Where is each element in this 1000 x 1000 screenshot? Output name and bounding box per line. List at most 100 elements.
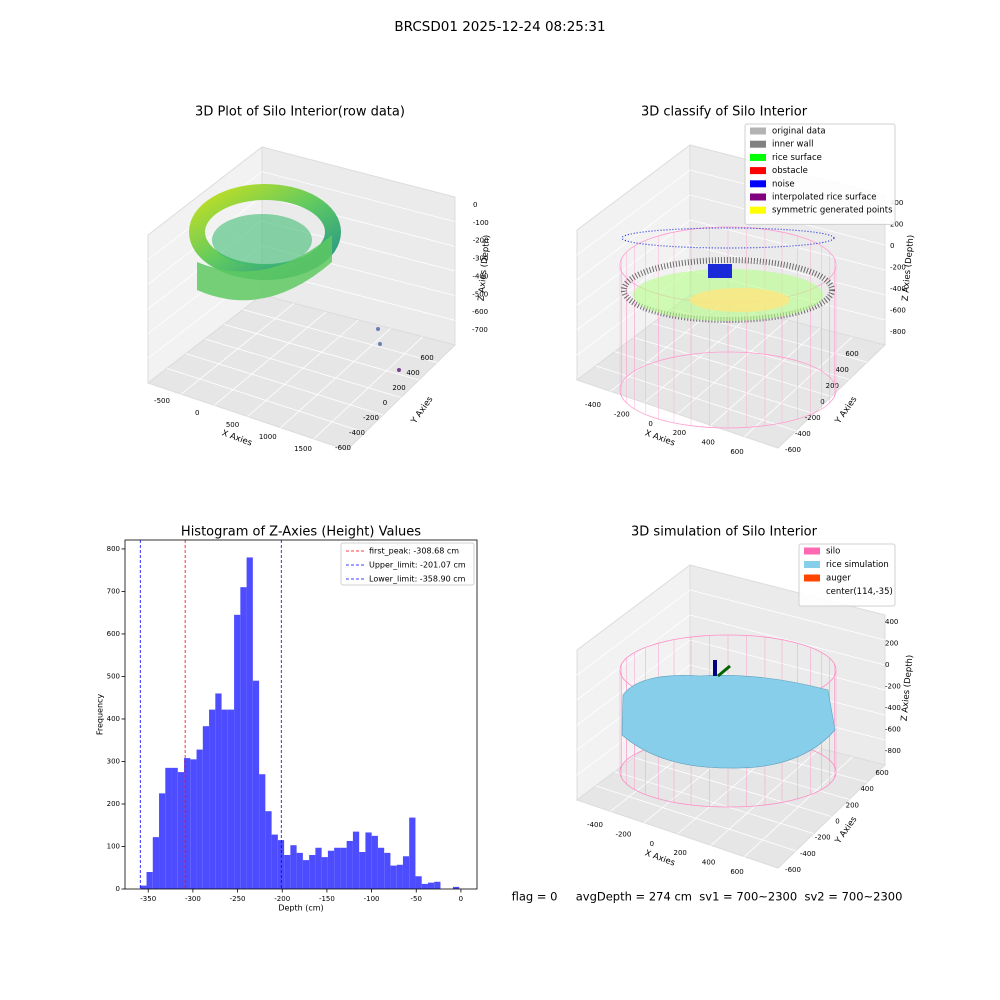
- y-tick-label: 0: [820, 398, 824, 406]
- legend-label: rice surface: [772, 153, 822, 163]
- panel-title: 3D classify of Silo Interior: [641, 105, 808, 120]
- figure-title: BRCSD01 2025-12-24 08:25:31: [394, 19, 605, 35]
- y-tick-label: -600: [335, 444, 351, 452]
- x-tick-label: -500: [154, 397, 170, 405]
- z-tick-label: -800: [890, 328, 906, 336]
- y-tick-label: -200: [805, 414, 821, 422]
- legend-label: auger: [826, 574, 851, 584]
- y-tick-label: -600: [785, 866, 801, 874]
- legend-swatch: [750, 153, 766, 161]
- histogram-bar: [421, 883, 428, 889]
- histogram-bar: [165, 767, 172, 889]
- histogram-bar: [240, 587, 247, 889]
- histogram-bar: [159, 793, 166, 889]
- point-cloud: [621, 227, 835, 249]
- z-tick-label: -100: [473, 219, 489, 227]
- y-tick-label: 600: [107, 630, 120, 638]
- x-tick-label: 200: [673, 429, 686, 437]
- z-tick-label: -600: [472, 308, 488, 316]
- histogram-bar: [452, 886, 460, 889]
- y-tick-label: 400: [860, 785, 873, 793]
- y-tick-label: 600: [875, 769, 888, 777]
- histogram-bar: [177, 772, 185, 889]
- histogram-bar: [396, 864, 403, 889]
- outlier-point: [397, 368, 401, 372]
- z-tick-label: -500: [472, 290, 488, 298]
- histogram-bar: [390, 865, 397, 889]
- legend-box: [798, 543, 896, 607]
- y-tick-label: -400: [795, 430, 811, 438]
- legend-swatch: [750, 140, 766, 148]
- x-tick-label: -250: [230, 895, 246, 903]
- legend-label: interpolated rice surface: [772, 193, 877, 203]
- auger: [717, 664, 731, 678]
- legend-swatch: [804, 574, 820, 582]
- y-tick-label: 600: [845, 350, 858, 358]
- y-tick-label: -200: [815, 834, 831, 842]
- y-tick-label: 400: [406, 369, 419, 377]
- x-tick-label: 400: [702, 439, 715, 447]
- legend-swatch: [804, 547, 820, 555]
- point-cloud: [690, 288, 790, 312]
- histogram-bar: [334, 847, 341, 889]
- legend-label: center(114,-35): [826, 587, 893, 597]
- histogram-bar: [402, 856, 410, 889]
- x-tick-label: 1500: [294, 445, 312, 453]
- histogram-bar: [271, 834, 278, 889]
- pane-grid: [576, 219, 886, 306]
- z-tick-label: -600: [885, 726, 901, 734]
- z-tick-label: -400: [472, 272, 488, 280]
- legend-box: [744, 123, 896, 225]
- z-tick-label: -800: [885, 747, 901, 755]
- legend-swatch: [750, 206, 766, 214]
- histogram-bar: [221, 709, 228, 889]
- z-tick-label: 200: [885, 640, 898, 648]
- z-tick-label: -400: [885, 704, 901, 712]
- histogram-bar: [377, 847, 385, 889]
- y-tick-label: 300: [107, 757, 120, 765]
- y-tick-label: 0: [383, 399, 387, 407]
- x-tick-label: 0: [195, 409, 199, 417]
- z-tick-label: -300: [473, 255, 489, 263]
- x-tick-label: -200: [615, 830, 631, 838]
- y-tick-label: 500: [107, 672, 120, 680]
- legend-label: first_peak: -308.68 cm: [369, 547, 459, 556]
- x-tick-label: -200: [614, 410, 630, 418]
- y-tick-label: 200: [107, 800, 120, 808]
- y-tick-label: 0: [116, 885, 120, 893]
- z-tick-label: 200: [890, 221, 903, 229]
- pane-grid: [576, 639, 886, 726]
- y-axis-label: Frequency: [96, 694, 105, 736]
- x-axis-label: Depth (cm): [278, 904, 323, 913]
- y-tick-label: 0: [835, 818, 839, 826]
- legend-box: [340, 542, 475, 586]
- histogram-bar: [277, 840, 285, 889]
- point-cloud: [708, 264, 732, 278]
- x-tick-label: 400: [702, 859, 715, 867]
- y-tick-label: 100: [107, 842, 120, 850]
- histogram-bar: [259, 774, 266, 889]
- histogram-bar: [352, 831, 360, 889]
- x-tick-label: 600: [730, 868, 743, 876]
- z-tick-label: -600: [890, 307, 906, 315]
- x-tick-label: 500: [226, 421, 239, 429]
- legend-label: symmetric generated points: [772, 206, 893, 216]
- y-tick-label: 800: [107, 545, 120, 553]
- legend-label: inner wall: [772, 140, 813, 150]
- pane-grid: [576, 589, 886, 676]
- histogram-bar: [190, 759, 197, 889]
- histogram-bar: [346, 840, 353, 889]
- z-tick-label: -700: [472, 326, 488, 334]
- histogram-bar: [171, 767, 178, 889]
- x-tick-label: -400: [587, 821, 603, 829]
- x-tick-label: -150: [319, 895, 335, 903]
- legend-label: obstacle: [772, 166, 808, 176]
- histogram-bar: [296, 852, 303, 889]
- pane-grid: [147, 171, 456, 260]
- histogram-bar: [309, 854, 316, 889]
- z-tick-label: 0: [473, 201, 477, 209]
- y-tick-label: -200: [363, 414, 379, 422]
- y-tick-label: 200: [826, 382, 839, 390]
- histogram-bar: [152, 837, 160, 889]
- point-cloud: [621, 257, 835, 323]
